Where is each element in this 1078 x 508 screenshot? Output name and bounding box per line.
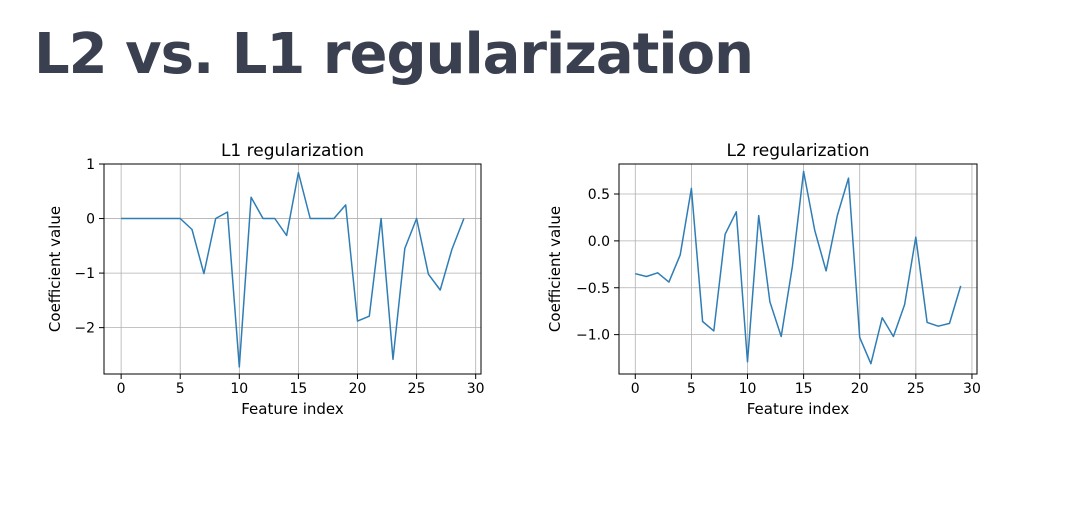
x-tick-label: 15 <box>795 381 813 397</box>
x-tick-label: 20 <box>851 381 869 397</box>
x-tick-label: 0 <box>631 381 640 397</box>
y-tick-label: −1 <box>74 266 95 282</box>
y-tick-label: −2 <box>74 321 95 337</box>
x-tick-label: 25 <box>408 381 426 397</box>
y-tick-label: 0.5 <box>588 187 610 203</box>
l2-chart: 0 5 10 15 20 25 30 0.5 0.0 −0.5 −1.0 L2 regularizat… <box>546 141 981 418</box>
plot-frame <box>103 163 482 375</box>
x-tick-label: 10 <box>230 381 248 397</box>
y-tick-label: 0 <box>86 212 95 228</box>
y-tick-label: −0.5 <box>576 281 610 297</box>
y-axis-label: Coefficient value <box>546 206 564 332</box>
slide-title: L2 vs. L1 regularization <box>34 22 754 87</box>
series-line <box>635 170 962 365</box>
y-tick-label: 0.0 <box>588 234 610 250</box>
y-tick-label: −1.0 <box>576 328 610 344</box>
x-tick-label: 15 <box>289 381 307 397</box>
chart-title: L2 regularization <box>726 141 869 161</box>
chart-title: L1 regularization <box>221 141 364 161</box>
x-tick-label: 25 <box>907 381 925 397</box>
x-tick-label: 20 <box>349 381 367 397</box>
x-axis-label: Feature index <box>241 400 344 418</box>
series-line <box>121 171 465 368</box>
x-tick-label: 5 <box>687 381 696 397</box>
x-tick-label: 5 <box>176 381 185 397</box>
x-tick-label: 10 <box>739 381 757 397</box>
x-tick-label: 30 <box>467 381 485 397</box>
plot-frame <box>618 163 978 375</box>
x-axis-label: Feature index <box>747 400 850 418</box>
x-tick-label: 30 <box>963 381 981 397</box>
y-tick-label: 1 <box>86 157 95 173</box>
x-tick-label: 0 <box>117 381 126 397</box>
y-axis-label: Coefficient value <box>46 206 64 332</box>
